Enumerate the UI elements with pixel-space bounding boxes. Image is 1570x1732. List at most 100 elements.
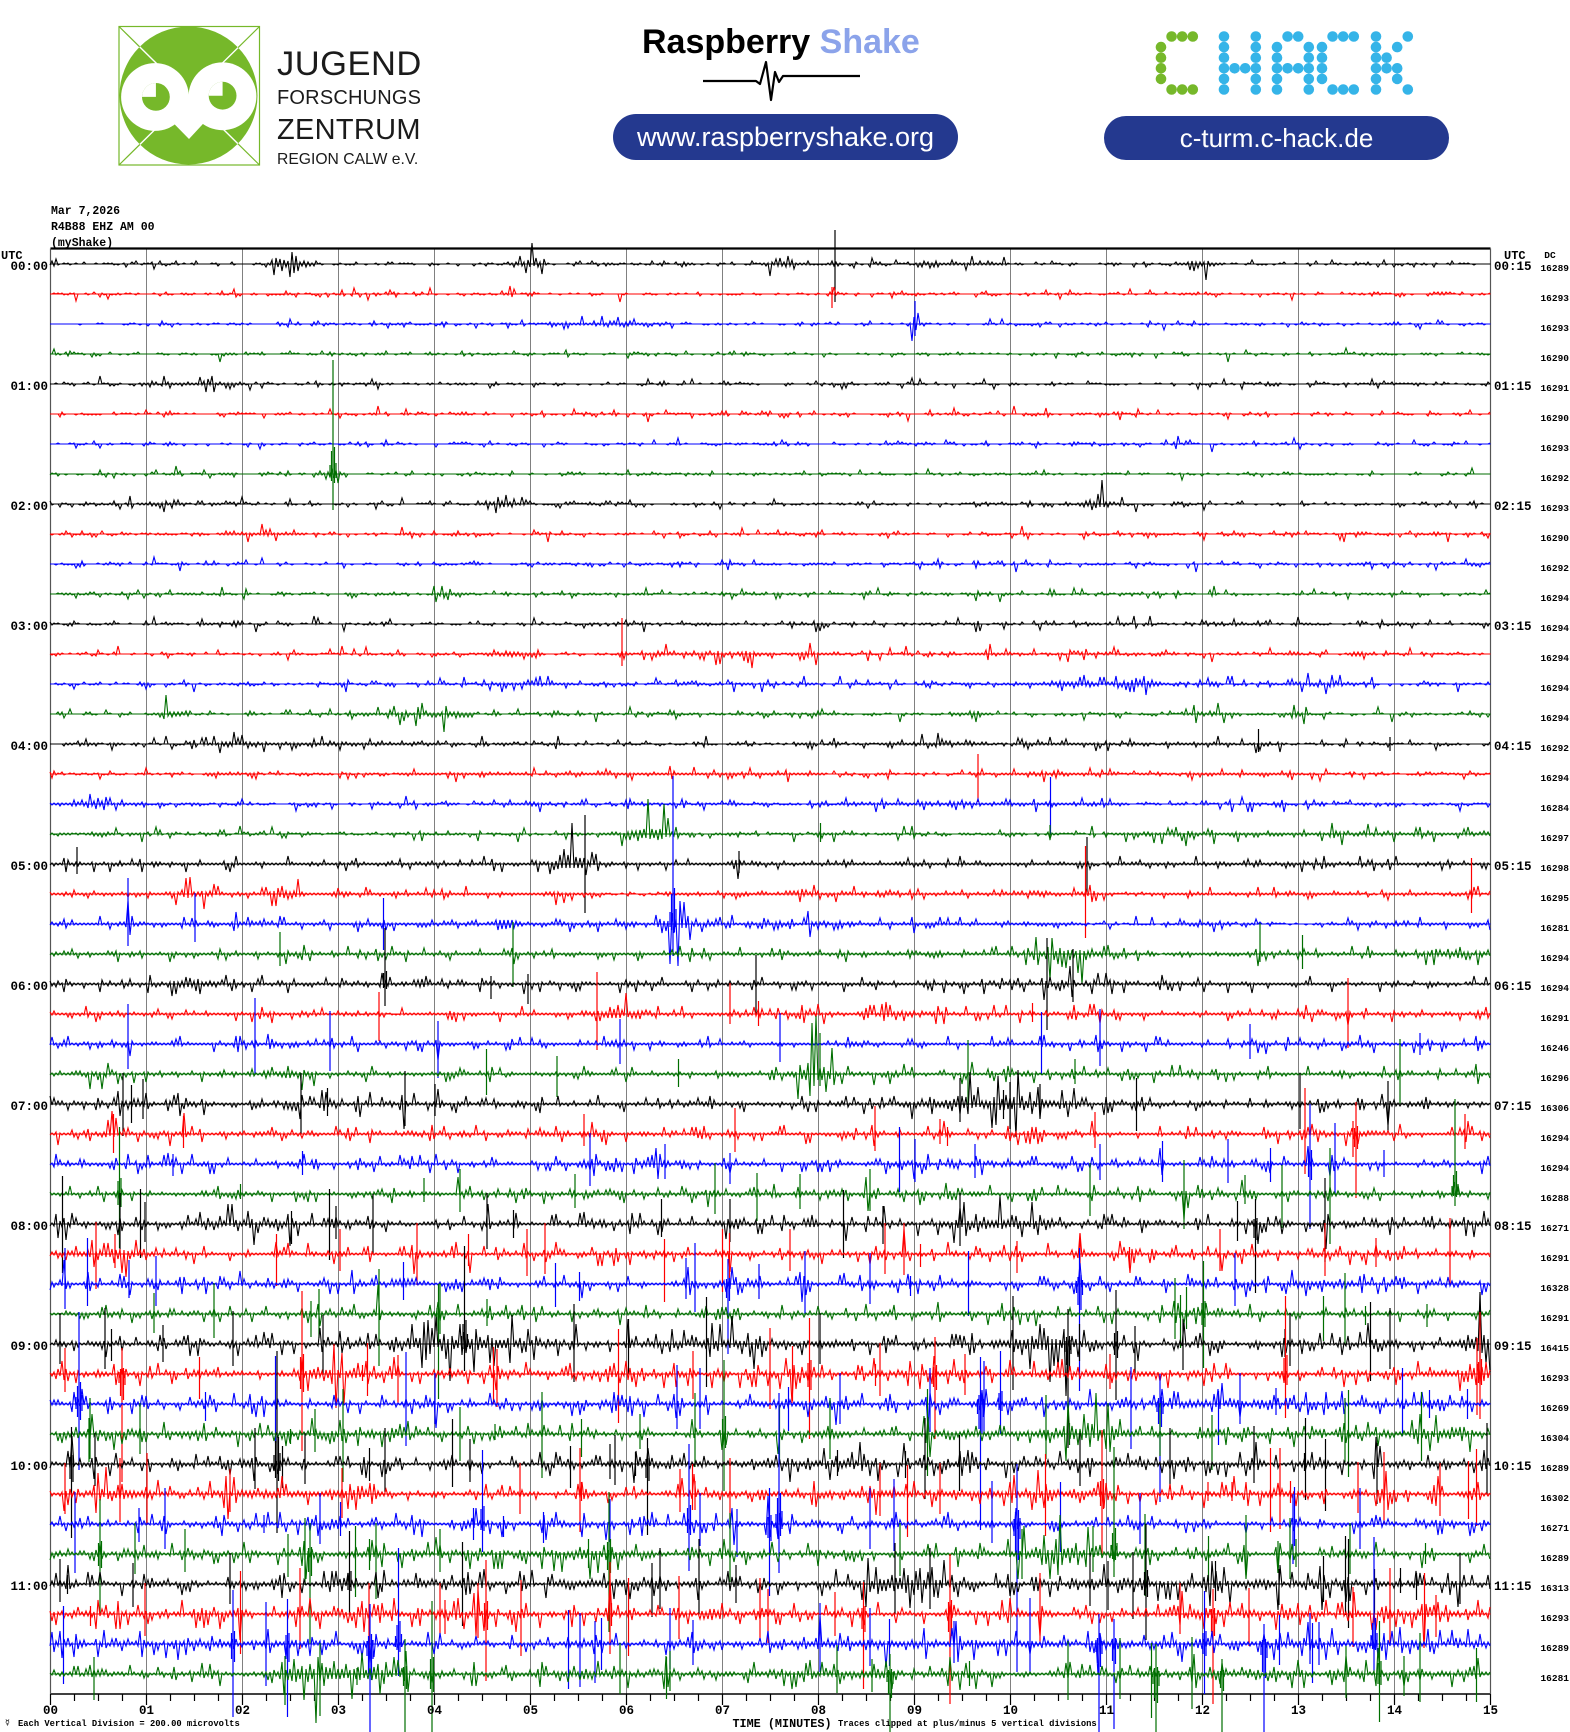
svg-text:JUGEND: JUGEND	[277, 45, 422, 83]
svg-text:16289: 16289	[1540, 1463, 1569, 1474]
svg-text:16295: 16295	[1540, 893, 1569, 904]
svg-text:09:15: 09:15	[1494, 1340, 1532, 1354]
svg-text:16293: 16293	[1540, 443, 1569, 454]
svg-text:11: 11	[1099, 1704, 1114, 1718]
svg-text:16294: 16294	[1540, 1163, 1569, 1174]
svg-text:16290: 16290	[1540, 353, 1569, 364]
svg-text:06:15: 06:15	[1494, 980, 1532, 994]
svg-text:02: 02	[235, 1704, 250, 1718]
svg-text:15: 15	[1483, 1704, 1498, 1718]
svg-text:16292: 16292	[1540, 743, 1569, 754]
svg-text:11:00: 11:00	[10, 1580, 48, 1594]
svg-text:16293: 16293	[1540, 293, 1569, 304]
svg-text:09: 09	[907, 1704, 922, 1718]
svg-text:16281: 16281	[1540, 923, 1569, 934]
svg-text:12: 12	[1195, 1704, 1210, 1718]
svg-text:11:15: 11:15	[1494, 1580, 1532, 1594]
svg-text:16328: 16328	[1540, 1283, 1569, 1294]
svg-text:16296: 16296	[1540, 1073, 1569, 1084]
svg-text:16294: 16294	[1540, 653, 1569, 664]
svg-text:16294: 16294	[1540, 773, 1569, 784]
svg-text:Traces clipped at plus/minus 5: Traces clipped at plus/minus 5 vertical …	[838, 1719, 1097, 1729]
svg-text:DC: DC	[1544, 250, 1556, 261]
svg-text:05:00: 05:00	[10, 860, 48, 874]
svg-text:16269: 16269	[1540, 1403, 1569, 1414]
svg-text:16271: 16271	[1540, 1523, 1569, 1534]
svg-text:16289: 16289	[1540, 263, 1569, 274]
svg-text:Mar 7,2026: Mar 7,2026	[51, 205, 120, 218]
svg-text:00: 00	[43, 1704, 58, 1718]
svg-text:(myShake): (myShake)	[51, 237, 113, 250]
svg-text:16292: 16292	[1540, 563, 1569, 574]
svg-text:01:00: 01:00	[10, 380, 48, 394]
svg-text:08: 08	[811, 1704, 826, 1718]
svg-text:08:15: 08:15	[1494, 1220, 1532, 1234]
svg-text:16293: 16293	[1540, 503, 1569, 514]
svg-text:16306: 16306	[1540, 1103, 1569, 1114]
svg-text:16291: 16291	[1540, 1313, 1569, 1324]
svg-text:16298: 16298	[1540, 863, 1569, 874]
svg-text:04: 04	[427, 1704, 443, 1718]
svg-text:R4B88 EHZ AM 00: R4B88 EHZ AM 00	[51, 221, 155, 234]
svg-text:16289: 16289	[1540, 1643, 1569, 1654]
svg-text:TIME (MINUTES): TIME (MINUTES)	[732, 1717, 831, 1731]
svg-text:14: 14	[1387, 1704, 1403, 1718]
svg-text:UTC: UTC	[1504, 249, 1526, 263]
svg-text:16302: 16302	[1540, 1493, 1569, 1504]
svg-text:09:00: 09:00	[10, 1340, 48, 1354]
svg-text:10:15: 10:15	[1494, 1460, 1532, 1474]
svg-text:13: 13	[1291, 1704, 1306, 1718]
svg-text:07:15: 07:15	[1494, 1100, 1532, 1114]
svg-text:16281: 16281	[1540, 1673, 1569, 1684]
svg-text:16246: 16246	[1540, 1043, 1569, 1054]
svg-text:02:00: 02:00	[10, 500, 48, 514]
svg-text:16291: 16291	[1540, 1253, 1569, 1264]
svg-text:16294: 16294	[1540, 713, 1569, 724]
svg-text:FORSCHUNGS: FORSCHUNGS	[277, 87, 421, 109]
svg-text:16291: 16291	[1540, 383, 1569, 394]
svg-text:05:15: 05:15	[1494, 860, 1532, 874]
svg-text:06: 06	[619, 1704, 634, 1718]
svg-text:16294: 16294	[1540, 953, 1569, 964]
svg-text:16293: 16293	[1540, 323, 1569, 334]
svg-text:UTC: UTC	[1, 249, 23, 263]
svg-text:04:00: 04:00	[10, 740, 48, 754]
svg-text:ZENTRUM: ZENTRUM	[277, 114, 421, 146]
svg-text:16313: 16313	[1540, 1583, 1569, 1594]
svg-text:10:00: 10:00	[10, 1460, 48, 1474]
svg-text:00:15: 00:15	[1494, 260, 1532, 274]
svg-text:16294: 16294	[1540, 983, 1569, 994]
svg-text:02:15: 02:15	[1494, 500, 1532, 514]
svg-text:16290: 16290	[1540, 533, 1569, 544]
svg-text:16293: 16293	[1540, 1373, 1569, 1384]
svg-text:16288: 16288	[1540, 1193, 1569, 1204]
svg-text:04:15: 04:15	[1494, 740, 1532, 754]
svg-text:16291: 16291	[1540, 1013, 1569, 1024]
svg-text:☿: ☿	[5, 1719, 10, 1728]
svg-text:16415: 16415	[1540, 1343, 1569, 1354]
svg-text:01: 01	[139, 1704, 154, 1718]
svg-text:16290: 16290	[1540, 413, 1569, 424]
svg-text:16304: 16304	[1540, 1433, 1569, 1444]
svg-text:Each Vertical Division = 200.: Each Vertical Division = 200.00 microvol…	[18, 1719, 240, 1729]
svg-text:03: 03	[331, 1704, 346, 1718]
svg-text:05: 05	[523, 1704, 538, 1718]
svg-text:16292: 16292	[1540, 473, 1569, 484]
svg-text:16294: 16294	[1540, 623, 1569, 634]
svg-text:06:00: 06:00	[10, 980, 48, 994]
svg-text:16293: 16293	[1540, 1613, 1569, 1624]
svg-text:01:15: 01:15	[1494, 380, 1532, 394]
svg-text:16297: 16297	[1540, 833, 1569, 844]
svg-text:03:15: 03:15	[1494, 620, 1532, 634]
svg-text:16294: 16294	[1540, 593, 1569, 604]
svg-text:08:00: 08:00	[10, 1220, 48, 1234]
svg-text:00:00: 00:00	[10, 260, 48, 274]
svg-text:16289: 16289	[1540, 1553, 1569, 1564]
svg-text:16284: 16284	[1540, 803, 1569, 814]
svg-text:07: 07	[715, 1704, 730, 1718]
svg-text:16294: 16294	[1540, 1133, 1569, 1144]
svg-text:10: 10	[1003, 1704, 1018, 1718]
svg-text:07:00: 07:00	[10, 1100, 48, 1114]
svg-text:16294: 16294	[1540, 683, 1569, 694]
svg-text:REGION CALW e.V.: REGION CALW e.V.	[277, 151, 418, 168]
